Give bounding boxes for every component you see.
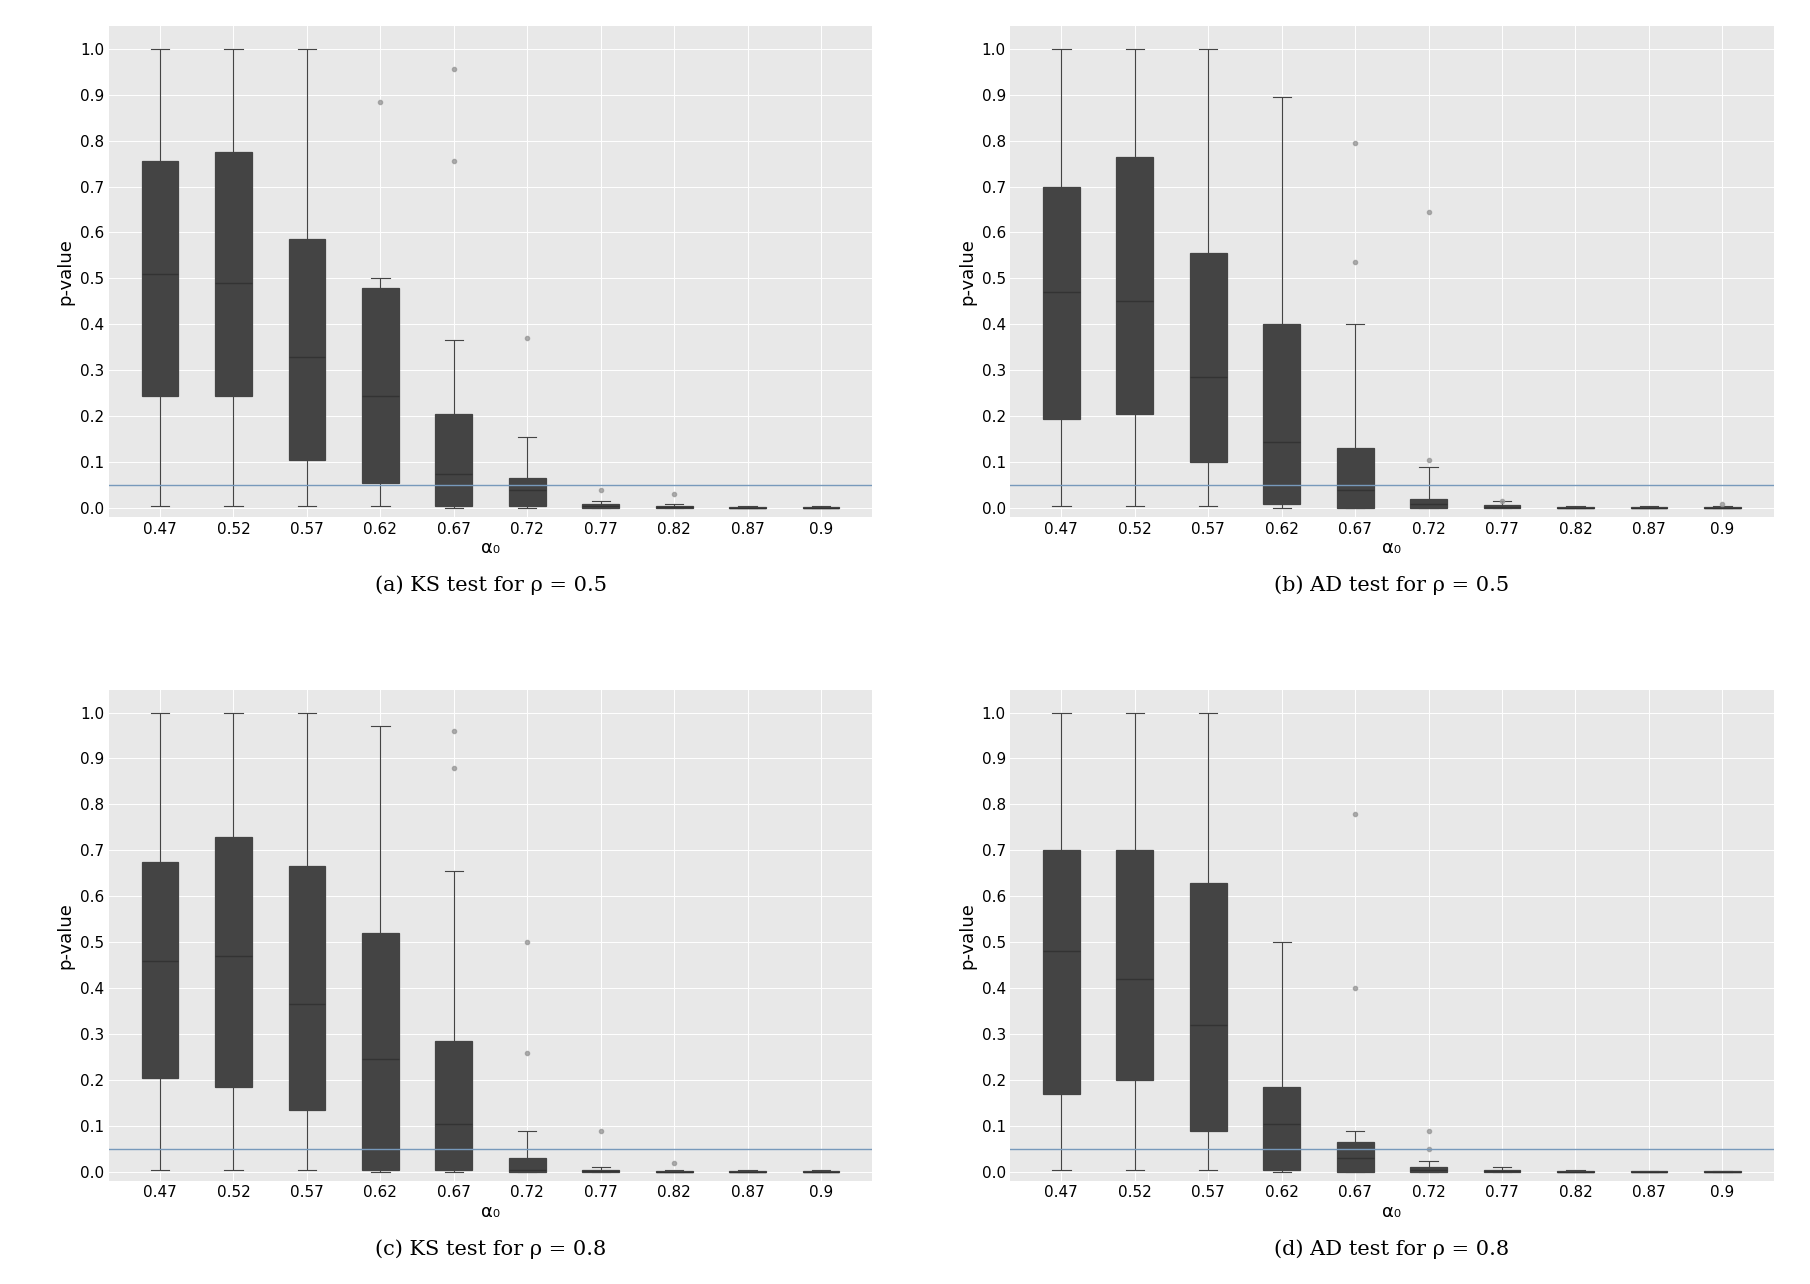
PathPatch shape [288,867,326,1111]
PathPatch shape [1043,850,1081,1094]
PathPatch shape [1189,253,1227,462]
PathPatch shape [362,933,398,1170]
PathPatch shape [1117,850,1153,1080]
Y-axis label: p-value: p-value [957,901,976,969]
PathPatch shape [1484,1170,1520,1172]
PathPatch shape [436,1041,472,1170]
PathPatch shape [362,288,398,483]
PathPatch shape [1263,325,1300,503]
Text: (d) AD test for ρ = 0.8: (d) AD test for ρ = 0.8 [1274,1239,1510,1258]
X-axis label: α₀: α₀ [481,1203,500,1221]
PathPatch shape [141,862,179,1077]
Text: (b) AD test for ρ = 0.5: (b) AD test for ρ = 0.5 [1274,575,1510,594]
Y-axis label: p-value: p-value [56,901,74,969]
PathPatch shape [141,162,179,395]
PathPatch shape [583,1170,619,1172]
PathPatch shape [509,479,545,506]
X-axis label: α₀: α₀ [481,539,500,557]
PathPatch shape [729,507,766,508]
PathPatch shape [583,503,619,508]
PathPatch shape [1338,1143,1374,1172]
PathPatch shape [655,1171,693,1172]
PathPatch shape [1410,1167,1446,1172]
PathPatch shape [1484,505,1520,508]
PathPatch shape [1189,882,1227,1131]
PathPatch shape [1117,157,1153,413]
PathPatch shape [1263,1088,1300,1170]
PathPatch shape [802,507,840,508]
PathPatch shape [215,837,252,1088]
PathPatch shape [1410,499,1446,508]
PathPatch shape [1557,507,1595,508]
Y-axis label: p-value: p-value [957,238,976,306]
PathPatch shape [288,239,326,460]
PathPatch shape [1557,1171,1595,1172]
X-axis label: α₀: α₀ [1383,1203,1401,1221]
Text: (a) KS test for ρ = 0.5: (a) KS test for ρ = 0.5 [375,575,606,594]
X-axis label: α₀: α₀ [1383,539,1401,557]
PathPatch shape [1338,448,1374,508]
PathPatch shape [1043,186,1081,419]
Text: (c) KS test for ρ = 0.8: (c) KS test for ρ = 0.8 [375,1239,606,1258]
PathPatch shape [215,152,252,395]
Y-axis label: p-value: p-value [56,238,74,306]
PathPatch shape [655,506,693,508]
PathPatch shape [509,1158,545,1172]
PathPatch shape [436,413,472,506]
